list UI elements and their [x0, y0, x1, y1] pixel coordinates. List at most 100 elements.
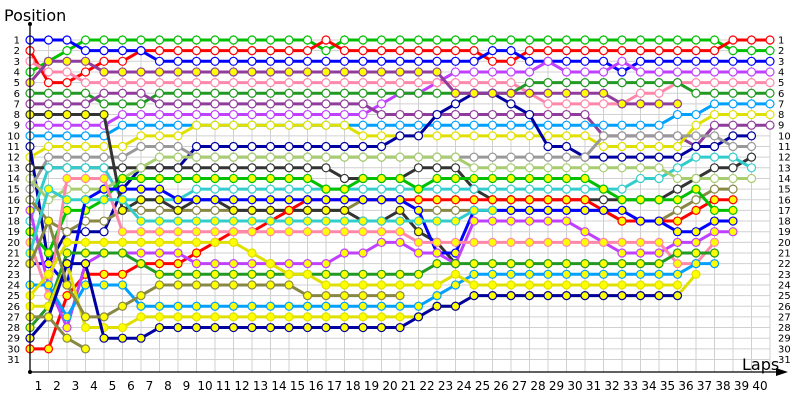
series-13	[25, 152, 757, 205]
data-point	[62, 312, 72, 322]
data-point	[210, 312, 220, 322]
data-point	[136, 259, 146, 269]
data-point	[154, 120, 165, 130]
data-point	[210, 205, 220, 215]
data-point	[469, 184, 479, 194]
data-point	[709, 99, 720, 109]
data-point	[321, 152, 331, 162]
data-point	[80, 152, 91, 162]
data-point	[173, 152, 183, 162]
data-point	[746, 88, 757, 98]
data-point	[154, 301, 165, 311]
data-point	[506, 99, 516, 109]
data-point	[691, 109, 701, 120]
data-point	[210, 35, 220, 45]
data-point	[672, 237, 683, 247]
data-point	[117, 227, 128, 237]
data-point	[154, 259, 165, 269]
data-point	[358, 227, 368, 237]
data-point	[506, 163, 516, 173]
data-point	[265, 173, 276, 184]
data-point	[62, 35, 72, 45]
data-point	[265, 205, 276, 215]
data-point	[561, 109, 572, 120]
data-point	[321, 322, 331, 333]
data-point	[247, 120, 257, 130]
data-point	[617, 56, 627, 66]
y-tick-label-right: 11	[778, 142, 791, 153]
data-point	[617, 35, 627, 45]
x-tick-label: 16	[308, 379, 323, 393]
data-point	[654, 269, 664, 279]
data-point	[709, 109, 720, 120]
data-point	[136, 173, 146, 184]
data-point	[302, 216, 313, 226]
x-tick-label: 10	[197, 379, 212, 393]
data-point	[672, 163, 683, 173]
data-point	[136, 46, 146, 56]
data-point	[339, 312, 350, 322]
x-tick-label: 26	[493, 379, 508, 393]
data-point	[228, 109, 239, 120]
data-point	[43, 216, 54, 226]
data-point	[765, 56, 775, 66]
data-point	[173, 248, 183, 258]
data-point	[265, 312, 276, 322]
data-point	[210, 322, 220, 333]
data-point	[691, 131, 701, 141]
data-point	[302, 322, 313, 333]
data-point	[265, 77, 276, 88]
data-point	[210, 152, 220, 162]
data-point	[561, 67, 572, 77]
data-point	[654, 195, 664, 205]
data-point	[43, 269, 54, 279]
data-point	[339, 56, 350, 66]
data-point	[765, 120, 775, 130]
data-point	[284, 99, 294, 109]
data-point	[99, 195, 109, 205]
y-tick-label-right: 23	[778, 270, 791, 281]
data-point	[450, 269, 461, 279]
data-point	[247, 280, 257, 290]
data-point	[117, 322, 128, 333]
data-point	[321, 269, 331, 279]
x-tick-label: 5	[109, 379, 117, 393]
data-point	[265, 163, 276, 173]
data-point	[543, 46, 553, 56]
data-point	[524, 216, 535, 226]
data-point	[487, 205, 498, 215]
data-point	[376, 216, 387, 226]
data-point	[302, 163, 313, 173]
data-point	[672, 77, 683, 88]
data-point	[358, 67, 368, 77]
data-point	[339, 195, 350, 205]
data-point	[580, 227, 590, 237]
data-point	[413, 227, 424, 237]
data-point	[62, 88, 72, 98]
data-point	[117, 333, 128, 343]
data-point	[321, 216, 331, 226]
data-point	[284, 88, 294, 98]
data-point	[506, 216, 516, 226]
data-point	[469, 120, 479, 130]
data-point	[339, 291, 350, 301]
data-point	[376, 109, 387, 120]
data-point	[191, 163, 202, 173]
data-point	[709, 163, 720, 173]
data-point	[672, 259, 683, 269]
data-point	[302, 120, 313, 130]
data-point	[62, 99, 72, 109]
data-point	[617, 248, 627, 258]
data-point	[469, 205, 479, 215]
data-point	[284, 173, 294, 184]
data-point	[746, 152, 757, 162]
data-point	[617, 195, 627, 205]
data-point	[561, 152, 572, 162]
y-tick-label-right: 15	[778, 185, 791, 196]
data-point	[413, 77, 424, 88]
data-point	[617, 141, 627, 152]
y-tick-label-left: 23	[7, 270, 20, 281]
data-point	[117, 163, 128, 173]
data-point	[598, 280, 609, 290]
